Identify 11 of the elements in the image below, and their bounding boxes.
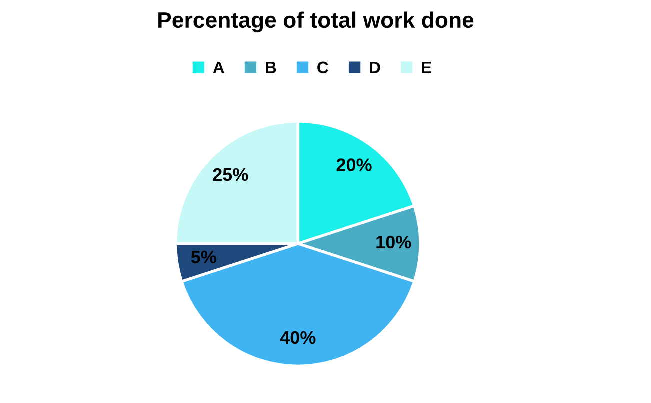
legend-label: D	[370, 62, 380, 74]
data-label: 10%	[376, 236, 412, 249]
legend-label: E	[422, 62, 432, 74]
legend-label: B	[266, 62, 276, 74]
legend-label: A	[213, 62, 224, 74]
legend-label: C	[318, 62, 328, 74]
data-label: 40%	[280, 331, 316, 344]
data-label: 20%	[336, 158, 372, 172]
data-label: 25%	[213, 168, 248, 182]
data-label: 5%	[191, 250, 216, 264]
chart-title: Percentage of total work done	[158, 12, 474, 33]
